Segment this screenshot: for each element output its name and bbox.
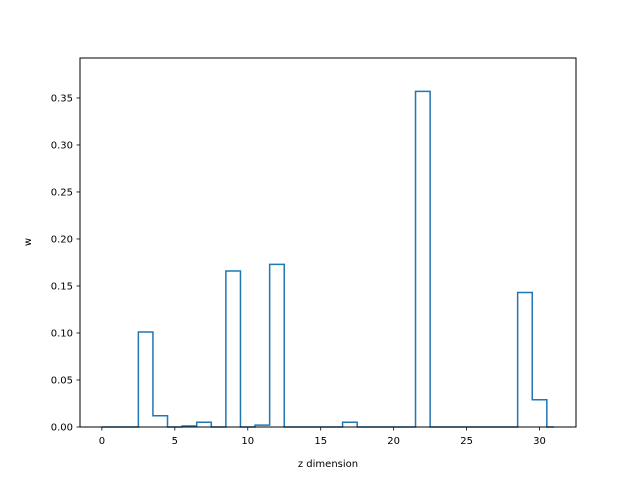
- y-tick-label: 0.25: [51, 187, 73, 198]
- y-tick-label: 0.00: [51, 423, 73, 434]
- y-tick-label: 0.20: [51, 234, 73, 245]
- plot-frame: [79, 57, 577, 428]
- x-axis-label: z dimension: [298, 459, 358, 470]
- y-tick-label: 0.10: [51, 328, 73, 339]
- x-tick-label: 10: [241, 436, 254, 447]
- x-tick-label: 20: [387, 436, 400, 447]
- y-tick-label: 0.15: [51, 281, 73, 292]
- y-axis-label: w: [23, 238, 34, 246]
- x-tick-label: 15: [314, 436, 327, 447]
- x-tick-label: 5: [172, 436, 178, 447]
- y-tick-label: 0.05: [51, 375, 73, 386]
- x-ticks: 0 5 10 15 20 25 30: [99, 427, 546, 447]
- y-tick-label: 0.30: [51, 140, 73, 151]
- x-tick-label: 0: [99, 436, 105, 447]
- x-tick-label: 25: [460, 436, 473, 447]
- x-tick-label: 30: [533, 436, 546, 447]
- y-tick-label: 0.35: [51, 93, 73, 104]
- y-ticks: 0.00 0.05 0.10 0.15 0.20 0.25 0.30 0.35: [51, 93, 80, 434]
